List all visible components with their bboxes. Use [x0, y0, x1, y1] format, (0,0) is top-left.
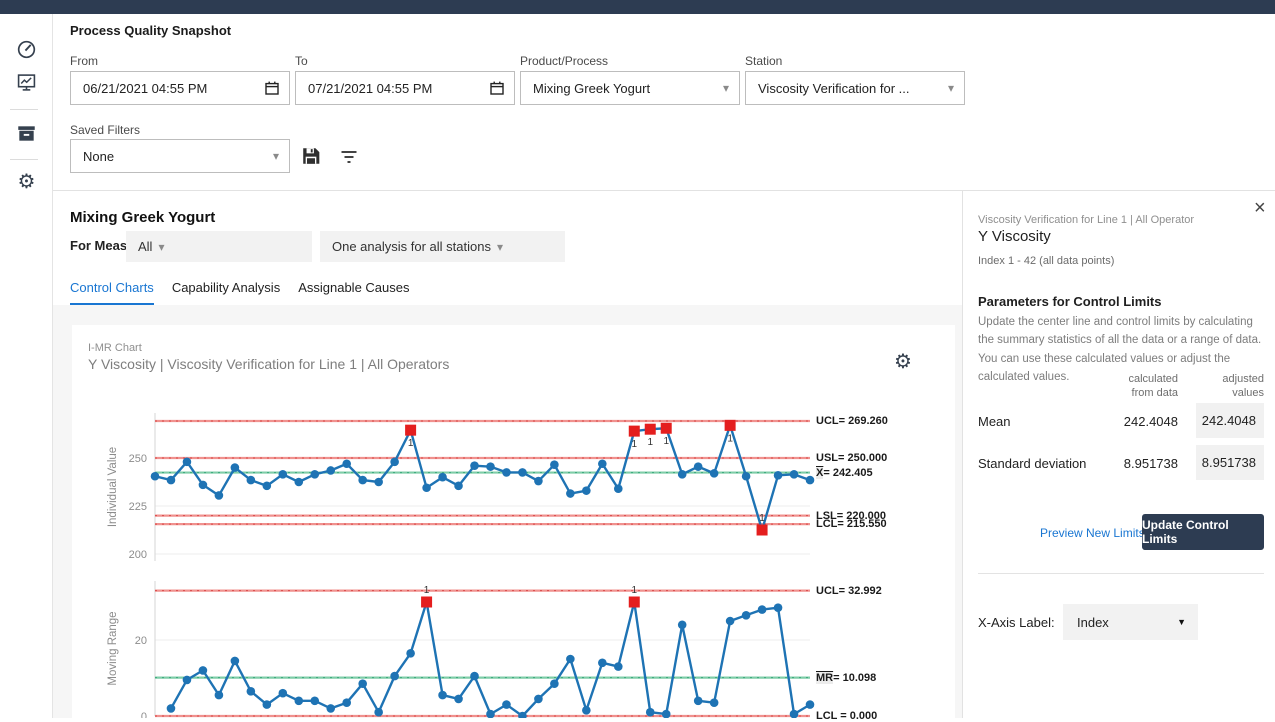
sidebar-item-settings[interactable]: ⚙ [0, 172, 53, 193]
from-datetime-input[interactable]: 06/21/2021 04:55 PM [70, 71, 290, 105]
monitor-chart-icon [17, 73, 36, 92]
top-bar [0, 0, 1275, 14]
chevron-down-icon: ▾ [273, 149, 279, 163]
panel-divider [962, 191, 963, 718]
close-icon[interactable]: × [1254, 198, 1266, 218]
limit-label: UCL= 32.992 [816, 585, 882, 597]
chart-settings-gear-icon[interactable]: ⚙ [894, 352, 912, 372]
moving-range-chart[interactable]: 0 20 Moving Range 1 1 [100, 573, 845, 718]
svg-text:1: 1 [631, 439, 637, 450]
archive-box-icon [17, 124, 36, 143]
svg-text:20: 20 [135, 635, 147, 647]
svg-text:1: 1 [424, 585, 430, 596]
panel-kicker: Viscosity Verification for Line 1 | All … [978, 214, 1194, 226]
save-filter-button[interactable] [301, 146, 321, 171]
to-datetime-value: 07/21/2021 04:55 PM [308, 81, 490, 96]
limit-label: X= 242.405 [816, 467, 873, 479]
tab-control-charts[interactable]: Control Charts [70, 280, 154, 306]
limit-label: UCL= 269.260 [816, 415, 888, 427]
chart-title: Y Viscosity | Viscosity Verification for… [88, 356, 449, 372]
stddev-label: Standard deviation [978, 456, 1086, 471]
mean-calculated-value: 242.4048 [1080, 414, 1178, 429]
column-header-calculated: calculatedfrom data [1090, 373, 1178, 401]
saved-filters-label: Saved Filters [70, 123, 140, 137]
limit-label: USL= 250.000 [816, 452, 887, 464]
product-label: Product/Process [520, 54, 608, 68]
analysis-select[interactable]: One analysis for all stations ▾ [320, 231, 565, 262]
chevron-down-icon: ▾ [497, 240, 503, 254]
calendar-icon[interactable] [490, 81, 504, 95]
analysis-value: One analysis for all stations [332, 239, 491, 254]
svg-text:1: 1 [663, 436, 669, 447]
panel-title: Y Viscosity [978, 228, 1051, 245]
gear-icon: ⚙ [18, 171, 36, 193]
x-axis-value: Index [1077, 615, 1109, 630]
svg-text:Moving Range: Moving Range [107, 611, 119, 685]
sidebar-item-dashboard[interactable] [0, 40, 53, 64]
header-divider [53, 190, 1275, 191]
svg-text:1: 1 [727, 433, 733, 444]
product-process-value: Mixing Greek Yogurt [533, 81, 717, 96]
measure-value: All [138, 239, 152, 254]
panel-section-divider [978, 573, 1264, 574]
measure-select[interactable]: All ▾ [126, 231, 312, 262]
sidebar-item-archive[interactable] [0, 124, 53, 148]
svg-text:250: 250 [129, 453, 147, 465]
from-datetime-value: 06/21/2021 04:55 PM [83, 81, 265, 96]
save-floppy-icon [301, 146, 321, 166]
tab-bar: Control Charts Capability Analysis Assig… [70, 280, 410, 306]
sidebar-divider [10, 109, 38, 110]
svg-text:1: 1 [631, 585, 637, 596]
filter-button[interactable] [340, 148, 358, 171]
svg-text:0: 0 [141, 711, 147, 718]
to-label: To [295, 54, 308, 68]
update-control-limits-button[interactable]: Update Control Limits [1142, 514, 1264, 550]
mean-label: Mean [978, 414, 1011, 429]
station-value: Viscosity Verification for ... [758, 81, 942, 96]
sidebar-item-analysis[interactable] [0, 73, 53, 97]
from-label: From [70, 54, 98, 68]
saved-filters-value: None [83, 149, 267, 164]
preview-new-limits-link[interactable]: Preview New Limits [1040, 526, 1145, 540]
svg-text:1: 1 [647, 437, 653, 448]
left-sidebar: ⚙ [0, 14, 53, 718]
limit-label: LCL= 215.550 [816, 518, 887, 530]
mean-adjusted-input[interactable]: 242.4048 [1196, 403, 1264, 438]
panel-section-title: Parameters for Control Limits [978, 294, 1162, 309]
gauge-icon [17, 40, 36, 59]
limit-label: LCL = 0.000 [816, 710, 877, 722]
station-select[interactable]: Viscosity Verification for ... ▾ [745, 71, 965, 105]
to-datetime-input[interactable]: 07/21/2021 04:55 PM [295, 71, 515, 105]
chevron-down-icon: ▾ [158, 240, 164, 254]
saved-filters-select[interactable]: None ▾ [70, 139, 290, 173]
panel-index-range: Index 1 - 42 (all data points) [978, 255, 1114, 267]
tab-capability-analysis[interactable]: Capability Analysis [172, 280, 280, 306]
svg-text:1: 1 [408, 438, 414, 449]
column-header-adjusted: adjustedvalues [1192, 373, 1264, 401]
process-title: Mixing Greek Yogurt [70, 209, 215, 226]
limit-label: MR= 10.098 [816, 672, 876, 684]
chart-kicker: I-MR Chart [88, 342, 142, 354]
chevron-down-icon: ▾ [948, 81, 954, 95]
stddev-calculated-value: 8.951738 [1080, 456, 1178, 471]
tab-assignable-causes[interactable]: Assignable Causes [298, 280, 409, 306]
svg-text:200: 200 [129, 549, 147, 561]
sidebar-divider [10, 159, 38, 160]
individual-value-chart[interactable]: 200225250Individual Value111111 [100, 403, 845, 573]
svg-text:1: 1 [759, 513, 765, 524]
calendar-icon[interactable] [265, 81, 279, 95]
page-title: Process Quality Snapshot [70, 23, 231, 38]
stddev-adjusted-input[interactable]: 8.951738 [1196, 445, 1264, 480]
svg-text:225: 225 [129, 501, 147, 513]
filter-lines-icon [340, 148, 358, 166]
chevron-down-icon: ▾ [723, 81, 729, 95]
x-axis-select[interactable]: Index ▼ [1063, 604, 1198, 640]
station-label: Station [745, 54, 782, 68]
chevron-down-icon: ▼ [1177, 617, 1186, 627]
x-axis-label: X-Axis Label: [978, 615, 1055, 630]
product-process-select[interactable]: Mixing Greek Yogurt ▾ [520, 71, 740, 105]
svg-text:Individual Value: Individual Value [107, 447, 119, 527]
